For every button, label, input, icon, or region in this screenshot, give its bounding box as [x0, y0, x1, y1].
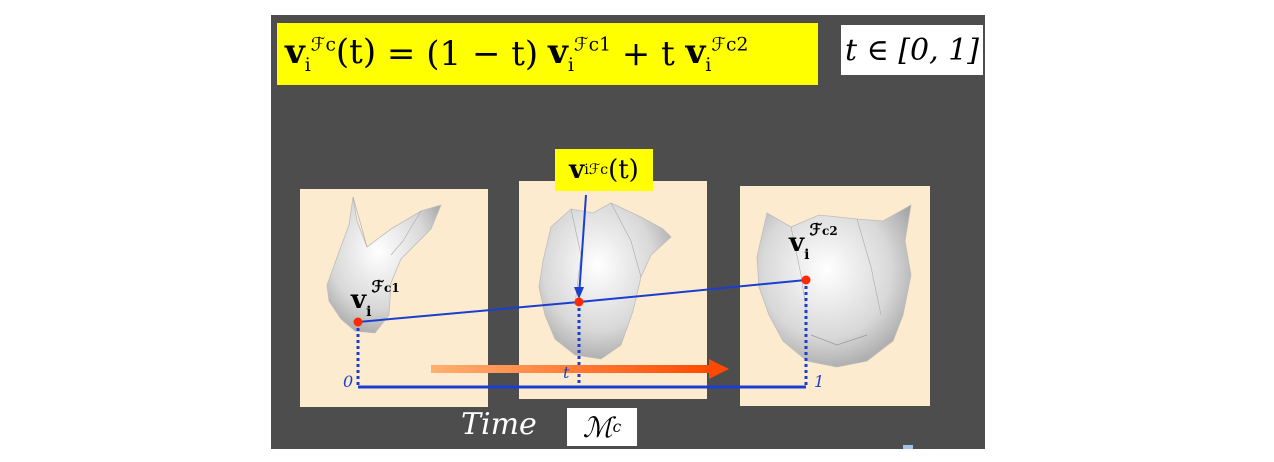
eq-lhs-sup: ℱc: [311, 35, 336, 56]
eq-lhs-arg: (t): [335, 32, 377, 73]
eq-term2-sup-f: ℱ: [711, 34, 727, 56]
slide-corner-icon: [903, 445, 913, 449]
vertex-point-right: [801, 275, 811, 285]
slide: viℱc(t) = (1 − t) viℱc1 + t viℱc2 t ∈ [0…: [271, 15, 985, 449]
eq-equals: =: [376, 34, 427, 74]
eq-lhs-var: v: [285, 32, 305, 73]
eq-term1-sub: i: [567, 54, 574, 76]
vertex-point-interp: [574, 297, 584, 307]
eq-term1: viℱc1: [548, 32, 611, 76]
eq-term1-sup: ℱc1: [574, 35, 611, 56]
interp-label-sub: i: [584, 162, 589, 178]
interp-label-var: v: [569, 155, 585, 185]
line-interp-to-right: [578, 279, 807, 303]
eq-lhs-sup-c: c: [325, 34, 336, 56]
timeline-label-t: t: [563, 363, 570, 382]
interpolation-equation: viℱc(t) = (1 − t) viℱc1 + t viℱc2: [277, 23, 818, 85]
interp-pointer-arrowhead: [574, 287, 584, 299]
eq-term1-coef: (1 − t): [426, 34, 539, 74]
timeline-label-end: 1: [814, 372, 824, 391]
interp-label-sup-c: c: [600, 162, 609, 178]
time-arrow-head: [709, 359, 729, 379]
vertex-label-right: viℱc2: [788, 220, 838, 263]
eq-lhs-sub: i: [304, 54, 311, 76]
eq-term1-sup-f: ℱ: [573, 34, 589, 56]
eq-term2-sup-c: c2: [726, 34, 749, 56]
eq-plus-t: + t: [610, 34, 686, 74]
bunny-mesh-icon: [326, 196, 442, 334]
time-arrow-shaft: [431, 365, 711, 373]
t-range-label: t ∈ [0, 1]: [841, 25, 983, 75]
t-range-text: t ∈ [0, 1]: [845, 32, 979, 68]
bunny-lion-blend-mesh-icon: [538, 202, 672, 360]
lion-mesh-icon: [756, 204, 912, 368]
mc-sub: c: [612, 418, 622, 436]
eq-term2-sup: ℱc2: [711, 35, 748, 56]
vertex-label-left: viℱc1: [350, 277, 400, 320]
eq-term1-sup-c: c1: [588, 34, 611, 56]
eq-term1-var: v: [548, 32, 568, 73]
eq-lhs: viℱc(t): [285, 32, 376, 76]
eq-term2-sub: i: [705, 54, 712, 76]
time-label: Time: [461, 407, 537, 442]
line-left-to-interp: [357, 301, 580, 323]
timeline-label-start: 0: [343, 372, 353, 391]
interp-vertex-label: v i ℱc (t): [555, 149, 653, 191]
eq-term2-var: v: [685, 32, 706, 73]
eq-lhs-sup-f: ℱ: [310, 34, 326, 56]
interp-pointer-line: [578, 194, 587, 297]
interp-label-arg: (t): [608, 155, 639, 185]
interp-label-sup: ℱc: [589, 162, 608, 178]
diagram-overlay: viℱc1 viℱc2 0 t 1: [326, 194, 912, 391]
eq-term2: viℱc2: [686, 32, 749, 76]
vertex-point-left: [353, 317, 363, 327]
interp-label-sup-f: ℱ: [588, 162, 601, 178]
mc-main: ℳ: [582, 410, 613, 444]
